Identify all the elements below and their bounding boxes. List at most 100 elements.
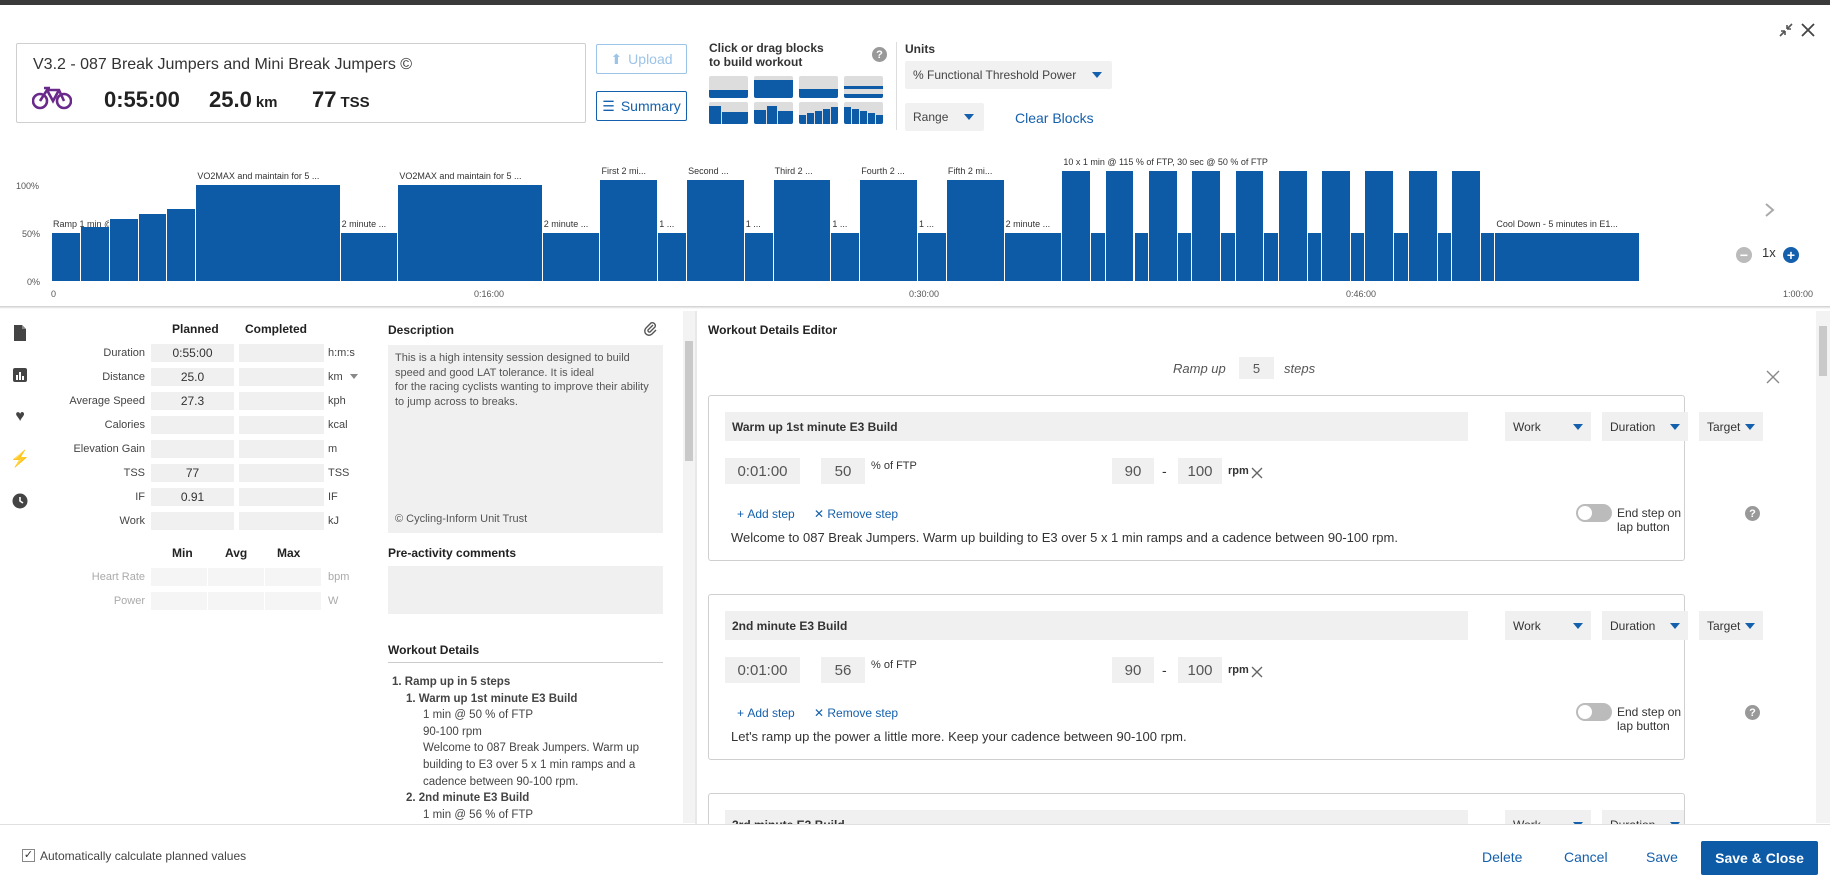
clear-cadence-icon[interactable]: [1251, 466, 1263, 479]
chart-bar[interactable]: [166, 209, 196, 281]
planned-value-input[interactable]: 0:55:00: [151, 344, 234, 362]
chart-bar[interactable]: [1061, 170, 1091, 281]
block-template-4[interactable]: [844, 76, 883, 98]
completed-value-input[interactable]: [239, 440, 324, 458]
completed-value-input[interactable]: [239, 512, 324, 530]
planned-value-input[interactable]: [151, 416, 234, 434]
remove-step-button[interactable]: ✕ Remove step: [814, 706, 898, 720]
cadence-max-input[interactable]: 100: [1178, 458, 1222, 484]
step-message[interactable]: Welcome to 087 Break Jumpers. Warm up bu…: [731, 530, 1398, 545]
chart-bar[interactable]: [1090, 233, 1105, 281]
description-text-area[interactable]: This is a high intensity session designe…: [388, 345, 663, 533]
completed-value-input[interactable]: [239, 344, 324, 362]
chart-bar[interactable]: [1364, 170, 1394, 281]
chart-bar[interactable]: [859, 180, 917, 281]
chart-bar[interactable]: [1234, 170, 1264, 281]
chevron-right-icon[interactable]: [1762, 202, 1776, 217]
block-template-7[interactable]: [799, 102, 838, 124]
cadence-min-input[interactable]: 90: [1112, 657, 1154, 683]
remove-step-button[interactable]: ✕ Remove step: [814, 507, 898, 521]
zoom-in-icon[interactable]: +: [1783, 247, 1799, 263]
save-close-button[interactable]: Save & Close: [1701, 841, 1818, 875]
chart-icon[interactable]: [10, 365, 30, 385]
delete-button[interactable]: Delete: [1482, 849, 1523, 865]
chevron-down-icon[interactable]: [350, 374, 358, 379]
workout-chart[interactable]: 100% 50% 0% 0 0:16:00 0:30:00 0:46:00 1:…: [0, 140, 1830, 305]
chart-bar[interactable]: [1133, 233, 1148, 281]
paperclip-icon[interactable]: [643, 320, 657, 336]
close-icon[interactable]: [1800, 22, 1816, 38]
chart-bar[interactable]: [945, 180, 1004, 281]
chart-bar[interactable]: [1220, 233, 1235, 281]
zoom-out-icon[interactable]: −: [1736, 247, 1752, 263]
chart-bar[interactable]: [1350, 233, 1365, 281]
chart-bar[interactable]: [917, 233, 946, 281]
clear-cadence-icon[interactable]: [1251, 665, 1263, 678]
cancel-button[interactable]: Cancel: [1564, 849, 1608, 865]
completed-value-input[interactable]: [239, 488, 324, 506]
chart-bar[interactable]: [1003, 233, 1062, 281]
chart-bar[interactable]: [1277, 170, 1307, 281]
step-ftp-input[interactable]: 56: [821, 657, 865, 683]
chart-bar[interactable]: [1407, 170, 1437, 281]
chart-bar[interactable]: [686, 180, 744, 281]
intensity-select[interactable]: Work: [1505, 611, 1591, 640]
help-icon[interactable]: ?: [1745, 705, 1760, 720]
completed-value-input[interactable]: [239, 392, 324, 410]
chart-bar[interactable]: [541, 233, 600, 281]
step-message[interactable]: Let's ramp up the power a little more. K…: [731, 729, 1187, 744]
chart-bar[interactable]: [1321, 170, 1350, 281]
completed-value-input[interactable]: [239, 464, 324, 482]
chart-bar[interactable]: [1147, 170, 1177, 281]
block-template-1[interactable]: [709, 76, 748, 98]
block-template-2[interactable]: [754, 76, 793, 98]
chart-bar[interactable]: [1393, 233, 1408, 281]
help-icon[interactable]: ?: [872, 47, 887, 62]
summary-button[interactable]: ☰ Summary: [596, 91, 687, 121]
completed-value-input[interactable]: [239, 416, 324, 434]
planned-value-input[interactable]: [151, 440, 234, 458]
add-step-button[interactable]: + Add step: [737, 706, 795, 720]
chart-bar[interactable]: [1191, 170, 1221, 281]
step-ftp-input[interactable]: 50: [821, 458, 865, 484]
chart-bar[interactable]: [195, 185, 340, 281]
block-template-5[interactable]: [709, 102, 748, 124]
block-template-6[interactable]: [754, 102, 793, 124]
lap-button-toggle[interactable]: [1576, 703, 1612, 721]
chart-bar[interactable]: [743, 233, 773, 281]
chart-bar[interactable]: [1306, 233, 1322, 281]
target-select[interactable]: Target: [1699, 611, 1763, 640]
step-name-input[interactable]: 2nd minute E3 Build: [725, 611, 1468, 640]
chart-bar[interactable]: [397, 185, 542, 281]
planned-value-input[interactable]: 77: [151, 464, 234, 482]
lap-button-toggle[interactable]: [1576, 504, 1612, 522]
step-name-input[interactable]: Warm up 1st minute E3 Build: [725, 412, 1468, 441]
help-icon[interactable]: ?: [1745, 506, 1760, 521]
block-template-3[interactable]: [799, 76, 838, 98]
planned-value-input[interactable]: 25.0: [151, 368, 234, 386]
auto-calc-checkbox[interactable]: ✓: [22, 849, 35, 862]
chart-bar[interactable]: [657, 233, 687, 281]
save-button[interactable]: Save: [1646, 849, 1678, 865]
chart-bar[interactable]: [830, 233, 860, 281]
chart-bar[interactable]: [1263, 233, 1278, 281]
scrollbar-thumb[interactable]: [1819, 326, 1827, 376]
intensity-select[interactable]: Work: [1505, 412, 1591, 441]
remove-ramp-icon[interactable]: [1766, 370, 1780, 384]
planned-value-input[interactable]: [151, 512, 234, 530]
clear-blocks-link[interactable]: Clear Blocks: [1015, 110, 1094, 126]
step-time-input[interactable]: 0:01:00: [725, 458, 800, 484]
duration-select[interactable]: Duration: [1602, 611, 1688, 640]
step-time-input[interactable]: 0:01:00: [725, 657, 800, 683]
chart-bar[interactable]: [108, 218, 138, 281]
duration-select[interactable]: Duration: [1602, 412, 1688, 441]
block-template-8[interactable]: [844, 102, 883, 124]
chart-bar[interactable]: [1451, 170, 1480, 281]
chart-bar[interactable]: [1479, 233, 1495, 281]
chart-bar[interactable]: [1494, 233, 1639, 281]
cadence-max-input[interactable]: 100: [1178, 657, 1222, 683]
document-icon[interactable]: [10, 323, 30, 343]
chart-bar[interactable]: [51, 233, 80, 281]
chart-bar[interactable]: [599, 180, 658, 281]
pre-activity-comments-input[interactable]: [388, 566, 663, 614]
